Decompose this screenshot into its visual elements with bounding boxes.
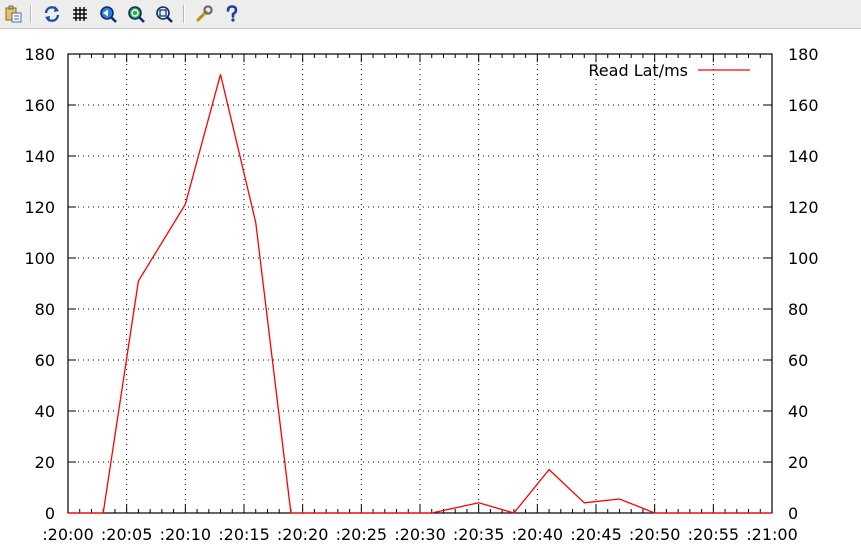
- y-tick-label-right: 80: [788, 300, 808, 319]
- y-tick-label-left: 180: [24, 45, 55, 64]
- chart-grid: [68, 54, 772, 513]
- y-tick-label-left: 120: [24, 198, 55, 217]
- x-tick-label: :20:25: [336, 525, 388, 544]
- zoom-next-icon[interactable]: [126, 4, 146, 24]
- x-tick-label: :20:05: [101, 525, 153, 544]
- y-tick-label-right: 20: [788, 453, 808, 472]
- y-tick-label-left: 80: [35, 300, 55, 319]
- x-tick-label: :20:20: [277, 525, 329, 544]
- series-line-read-lat: [68, 74, 772, 514]
- y-tick-label-left: 140: [24, 147, 55, 166]
- toolbar-separator: [30, 5, 32, 23]
- unzoom-icon[interactable]: [154, 4, 174, 24]
- chart-ticks: [67, 53, 773, 514]
- y-tick-label-right: 180: [788, 45, 819, 64]
- x-tick-label: :20:00: [42, 525, 94, 544]
- x-tick-label: :20:35: [453, 525, 505, 544]
- tick-labels: :20:00 :20:05 :20:10 :20:15 :20:20 :20:25 :20:…: [24, 45, 818, 544]
- y-tick-label-right: 140: [788, 147, 819, 166]
- zoom-previous-icon[interactable]: [98, 4, 118, 24]
- legend: Read Lat/ms: [588, 61, 750, 80]
- y-tick-label-right: 120: [788, 198, 819, 217]
- y-tick-label-left: 0: [45, 504, 55, 523]
- x-tick-label: :21:00: [746, 525, 798, 544]
- copy-to-clipboard-icon[interactable]: [3, 4, 23, 24]
- x-tick-label: :20:10: [160, 525, 212, 544]
- line-chart: :20:00 :20:05 :20:10 :20:15 :20:20 :20:25 :20:…: [24, 45, 818, 544]
- x-tick-label: :20:50: [629, 525, 681, 544]
- y-tick-label-left: 160: [24, 96, 55, 115]
- grid-icon[interactable]: [70, 4, 90, 24]
- y-tick-label-right: 60: [788, 351, 808, 370]
- toolbar: [0, 0, 861, 29]
- y-tick-label-right: 0: [788, 504, 798, 523]
- y-tick-label-left: 40: [35, 402, 55, 421]
- y-tick-label-left: 60: [35, 351, 55, 370]
- refresh-icon[interactable]: [42, 4, 62, 24]
- y-tick-label-right: 100: [788, 249, 819, 268]
- series-layer: [68, 74, 772, 514]
- settings-icon[interactable]: [194, 4, 214, 24]
- x-tick-label: :20:30: [394, 525, 446, 544]
- toolbar-separator: [183, 5, 185, 23]
- legend-label-read-lat: Read Lat/ms: [588, 61, 688, 80]
- y-tick-label-right: 160: [788, 96, 819, 115]
- y-tick-label-right: 40: [788, 402, 808, 421]
- x-tick-label: :20:40: [512, 525, 564, 544]
- help-icon[interactable]: [222, 4, 242, 24]
- x-tick-label: :20:55: [688, 525, 740, 544]
- y-tick-label-left: 20: [35, 453, 55, 472]
- y-tick-label-left: 100: [24, 249, 55, 268]
- x-tick-label: :20:15: [218, 525, 270, 544]
- x-tick-label: :20:45: [570, 525, 622, 544]
